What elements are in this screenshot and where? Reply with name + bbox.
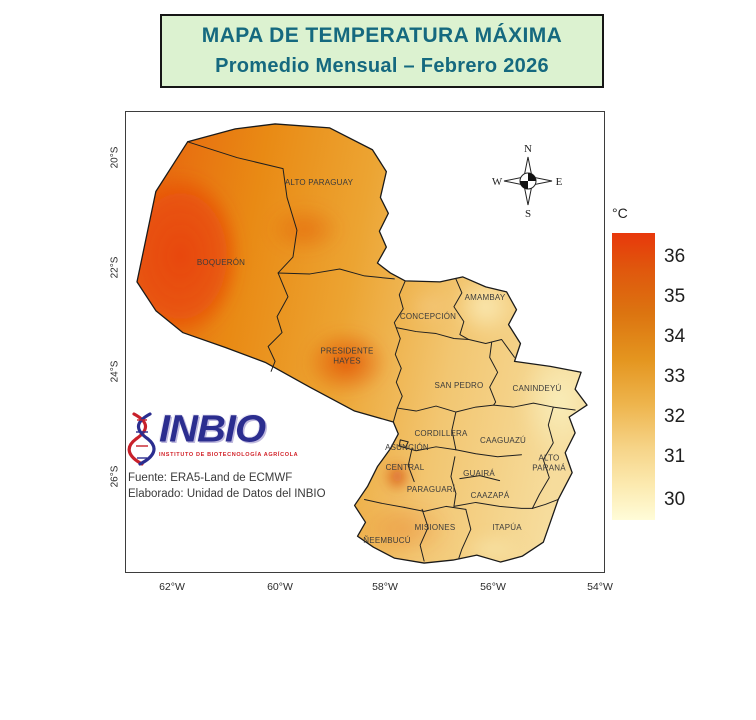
dna-helix-icon — [127, 412, 156, 466]
dept-label-san-pedro: SAN PEDRO — [434, 380, 484, 390]
inbio-logo-text: INBIO — [159, 408, 266, 450]
dept-label-itapua: ITAPÚA — [492, 522, 522, 532]
dept-label-presidente-hayes: PRESIDENTE HAYES — [320, 346, 374, 366]
paraguay-map — [136, 123, 588, 564]
lat-label-26s: 26°S — [109, 465, 121, 488]
dept-label-paraguari: PARAGUARÍ — [406, 484, 456, 494]
inbio-logo-tagline: INSTITUTO DE BIOTECNOLOGÍA AGRÍCOLA — [159, 451, 299, 458]
source-elaborado: Elaborado: Unidad de Datos del INBIO — [128, 488, 326, 500]
colorbar-tick-35: 35 — [664, 286, 686, 307]
dept-label-caaguazu: CAAGUAZÚ — [479, 435, 527, 445]
lat-label-20s: 20°S — [109, 146, 121, 169]
dept-label-caazapa: CAAZAPÁ — [470, 490, 510, 500]
title-box: MAPA DE TEMPERATURA MÁXIMA Promedio Mens… — [160, 14, 604, 88]
dept-label-misiones: MISIONES — [414, 522, 456, 532]
dept-label-asuncion: ASUNCIÓN — [385, 442, 429, 452]
colorbar-tick-34: 34 — [664, 326, 686, 347]
lon-label-56w: 56°W — [480, 581, 506, 593]
inbio-logo: INBIO INSTITUTO DE BIOTECNOLOGÍA AGRÍCOL… — [127, 408, 299, 466]
compass-rose: N S E W — [492, 143, 563, 219]
lon-label-54w: 54°W — [587, 581, 613, 593]
colorbar-tick-31: 31 — [664, 446, 686, 467]
dept-label-guaira: GUAIRÁ — [463, 468, 495, 478]
dept-label-alto-parana: ALTO PARANÁ — [532, 453, 566, 473]
map-subtitle: Promedio Mensual – Febrero 2026 — [215, 55, 549, 77]
dept-label-concepcion: CONCEPCIÓN — [399, 311, 457, 321]
department-borders — [187, 141, 576, 562]
dept-label-neembucu: ÑEEMBUCÚ — [363, 535, 411, 545]
dept-label-cordillera: CORDILLERA — [414, 428, 468, 438]
source-block: Fuente: ERA5-Land de ECMWF Elaborado: Un… — [128, 470, 326, 502]
dept-label-amambay: AMAMBAY — [464, 292, 506, 302]
dept-label-boqueron: BOQUERÓN — [196, 257, 246, 267]
colorbar-tick-36: 36 — [664, 246, 686, 267]
lat-label-22s: 22°S — [109, 256, 121, 279]
compass-w: W — [492, 176, 503, 188]
inbio-logo-text-wrap: INBIO INSTITUTO DE BIOTECNOLOGÍA AGRÍCOL… — [159, 408, 299, 458]
lon-label-58w: 58°W — [372, 581, 398, 593]
colorbar: 36 35 34 33 32 31 30 — [612, 233, 685, 520]
dept-label-alto-paraguay: ALTO PARAGUAY — [284, 177, 354, 187]
compass-n: N — [524, 143, 532, 155]
compass-e: E — [556, 176, 563, 188]
compass-s: S — [525, 208, 531, 219]
lon-label-62w: 62°W — [159, 581, 185, 593]
source-fuente: Fuente: ERA5-Land de ECMWF — [128, 472, 293, 484]
colorbar-tick-32: 32 — [664, 406, 686, 427]
lat-label-24s: 24°S — [109, 360, 121, 383]
dept-label-canindeyu: CANINDEYÚ — [512, 383, 562, 393]
map-frame: ALTO PARAGUAY BOQUERÓN CONCEPCIÓN AMAMBA… — [125, 111, 605, 573]
colorbar-tick-30: 30 — [664, 489, 686, 510]
map-title: MAPA DE TEMPERATURA MÁXIMA — [201, 24, 563, 47]
colorbar-tick-33: 33 — [664, 366, 686, 387]
dept-label-central: CENTRAL — [385, 462, 425, 472]
lon-label-60w: 60°W — [267, 581, 293, 593]
colorbar-unit-label: °C — [612, 205, 628, 221]
country-outline — [136, 123, 588, 564]
